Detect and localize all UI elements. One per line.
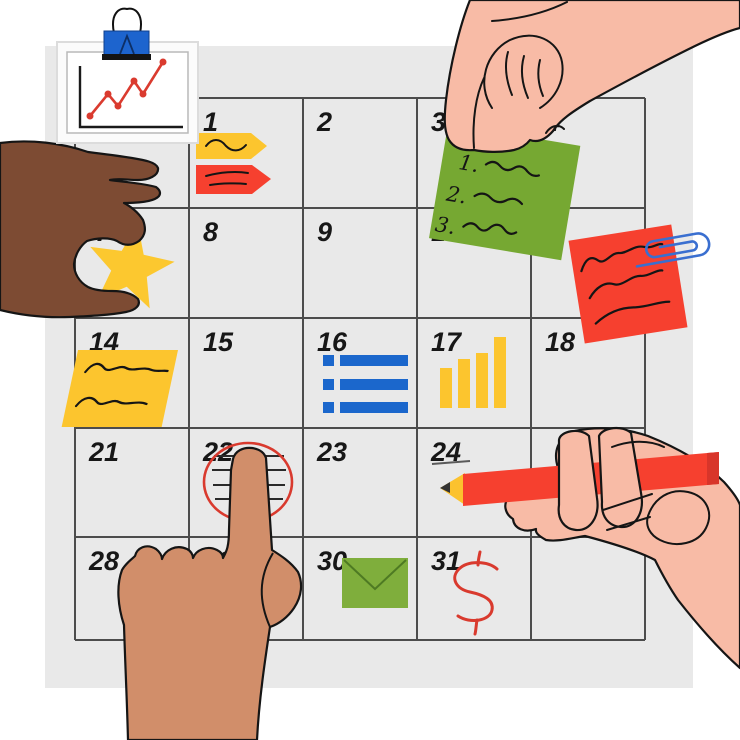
day-number: 22: [202, 437, 233, 467]
note-list-number: 1.: [457, 150, 481, 177]
note-list-number: 3.: [433, 212, 457, 239]
line-chart: [86, 58, 167, 120]
day-number: 28: [88, 546, 119, 576]
chart-axes: [78, 66, 183, 129]
day-number: 18: [545, 327, 575, 357]
dollar-sign-icon: [453, 550, 499, 636]
day-number: 8: [203, 217, 218, 247]
binder-clip-icon: [102, 7, 151, 60]
dark-skin-hand: [0, 140, 162, 319]
checklist-icon: [323, 355, 408, 413]
day-number: 3: [431, 107, 446, 137]
day-number: 21: [88, 437, 119, 467]
day-number: 15: [203, 327, 234, 357]
pencil-written-line: [431, 460, 471, 465]
day-number: 2: [316, 107, 332, 137]
hand-pinning-note: [443, 0, 740, 153]
envelope-icon: [342, 558, 408, 608]
red-tag: [196, 165, 271, 194]
day-number: 16: [317, 327, 348, 357]
calendar-grid: [74, 97, 646, 641]
red-sticky-note: [568, 224, 711, 344]
star-icon: [90, 223, 175, 309]
hand-writing: [440, 426, 740, 670]
day-number: 23: [316, 437, 347, 467]
day-number: 17: [431, 327, 463, 357]
chart-card: [56, 7, 199, 144]
day-number: 1: [203, 107, 218, 137]
green-sticky-note: 1. 2. 3.: [429, 123, 581, 261]
hand-pointing: [117, 446, 303, 740]
paperclip-icon: [635, 232, 711, 268]
arrow-tags: [196, 133, 271, 194]
bar-chart-icon: [440, 337, 506, 408]
note-list-number: 2.: [444, 181, 469, 208]
day-number: 9: [317, 217, 332, 247]
yellow-sticky-note: [61, 350, 178, 427]
